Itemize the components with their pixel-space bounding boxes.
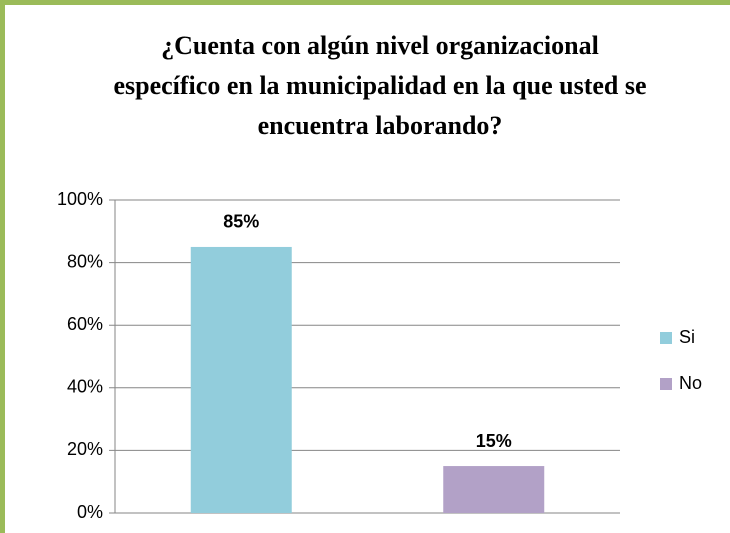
y-tick-label: 80% [67,251,103,271]
y-tick-label: 60% [67,314,103,334]
y-tick-label: 40% [67,377,103,397]
legend-label: Si [679,327,695,347]
data-label: 15% [476,431,512,451]
bar [190,246,292,513]
y-tick-label: 100% [57,189,103,209]
y-tick-label: 20% [67,439,103,459]
bar [443,466,545,513]
legend-swatch [660,378,672,390]
chart-title: ¿Cuenta con algún nivel organizacional e… [113,31,647,140]
y-tick-label: 0% [77,502,103,522]
legend-swatch [660,332,672,344]
legend-label: No [679,373,702,393]
data-label: 85% [223,212,259,232]
